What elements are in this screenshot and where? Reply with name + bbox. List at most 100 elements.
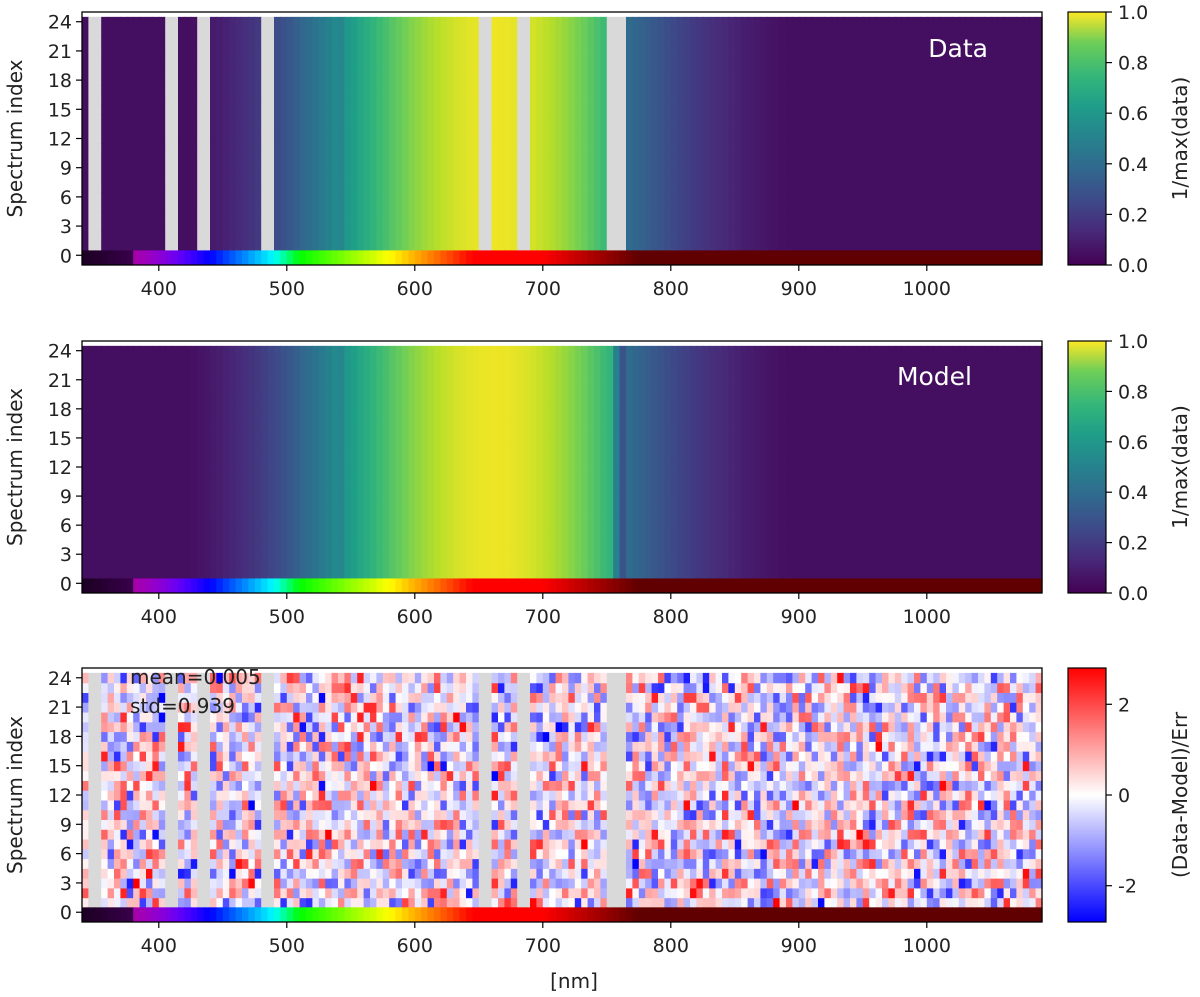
heat-cell <box>363 114 371 125</box>
heat-cell <box>869 123 877 135</box>
heat-cell <box>901 123 909 135</box>
heat-cell <box>171 230 179 242</box>
heat-cell <box>613 104 621 115</box>
heat-cell <box>587 162 595 174</box>
heat-cell <box>549 162 557 174</box>
heat-cell <box>248 153 256 164</box>
heat-cell <box>773 16 781 28</box>
heat-cell <box>555 133 563 144</box>
heat-cell <box>133 46 141 57</box>
heat-cell <box>965 75 973 86</box>
heat-cell <box>178 413 185 424</box>
heat-cell <box>299 114 307 125</box>
heat-cell <box>1016 240 1024 251</box>
heat-cell <box>779 162 787 174</box>
heat-cell <box>318 221 326 232</box>
heat-cell <box>286 384 294 395</box>
heat-cell <box>184 452 192 463</box>
heat-cell <box>299 433 307 444</box>
heat-cell <box>152 374 160 386</box>
heat-cell <box>888 182 896 193</box>
heat-cell <box>357 84 365 96</box>
heat-cell <box>382 520 390 531</box>
heat-cell <box>88 84 96 96</box>
heat-cell <box>907 26 915 37</box>
heat-cell <box>933 162 941 174</box>
heat-cell <box>773 143 781 154</box>
heat-cell <box>286 433 294 444</box>
heat-cell <box>504 153 512 164</box>
heat-cell <box>850 75 857 86</box>
heat-cell <box>459 221 467 232</box>
heat-cell <box>222 201 230 213</box>
heat-cell <box>562 104 569 115</box>
heat-cell <box>1003 240 1011 251</box>
heat-cell <box>850 230 857 242</box>
heat-cell <box>357 75 365 86</box>
heat-cell <box>504 55 512 67</box>
heat-cell <box>875 46 883 57</box>
heat-cell <box>978 84 985 96</box>
heat-cell <box>178 84 185 96</box>
heat-cell <box>382 452 390 463</box>
heat-cell <box>120 114 128 125</box>
heat-cell <box>178 240 185 251</box>
heat-cell <box>453 211 461 222</box>
heat-cell <box>222 221 230 232</box>
heat-cell <box>984 221 992 232</box>
heat-cell <box>248 530 256 541</box>
heat-cell <box>222 539 230 550</box>
heat-cell <box>88 221 96 232</box>
heat-cell <box>146 510 153 521</box>
heat-cell <box>754 55 761 67</box>
heat-cell <box>446 240 454 251</box>
heat-cell <box>952 26 960 37</box>
heat-cell <box>965 55 973 67</box>
heat-cell <box>107 94 115 106</box>
heat-cell <box>638 75 646 86</box>
heat-cell <box>82 355 89 366</box>
heat-cell <box>1003 36 1011 47</box>
heat-cell <box>971 84 979 96</box>
heat-cell <box>830 65 838 76</box>
heat-cell <box>267 75 275 86</box>
heat-cell <box>696 36 704 47</box>
heat-cell <box>664 114 672 125</box>
heat-cell <box>626 182 633 193</box>
heat-cell <box>158 143 166 154</box>
heat-cell <box>1010 153 1017 164</box>
heat-cell <box>645 46 653 57</box>
heat-cell <box>523 26 531 37</box>
heat-cell <box>133 452 141 463</box>
heat-cell <box>882 94 889 106</box>
heat-cell <box>1022 75 1030 86</box>
heat-cell <box>286 75 294 86</box>
wavelength-strip-cell <box>222 250 230 265</box>
heat-cell <box>856 16 864 28</box>
heat-cell <box>82 114 89 125</box>
heat-cell <box>222 114 230 125</box>
heat-cell <box>171 481 179 492</box>
heat-cell <box>197 423 205 434</box>
heat-cell <box>587 192 595 203</box>
heat-cell <box>1010 162 1017 174</box>
heat-cell <box>114 192 121 203</box>
heat-cell <box>344 559 352 570</box>
heat-cell <box>178 539 185 550</box>
heat-cell <box>709 192 717 203</box>
heat-cell <box>824 133 832 144</box>
heat-cell <box>600 211 608 222</box>
heat-cell <box>210 559 217 570</box>
heat-cell <box>914 123 921 135</box>
heat-cell <box>1010 182 1017 193</box>
heat-cell <box>946 172 953 183</box>
heat-cell <box>107 481 115 492</box>
heat-cell <box>510 94 518 106</box>
heat-cell <box>274 94 281 106</box>
heat-cell <box>370 355 377 366</box>
heat-cell <box>312 423 320 434</box>
heat-cell <box>843 55 851 67</box>
heat-cell <box>126 462 134 473</box>
heat-cell <box>306 404 313 415</box>
heat-cell <box>875 192 883 203</box>
